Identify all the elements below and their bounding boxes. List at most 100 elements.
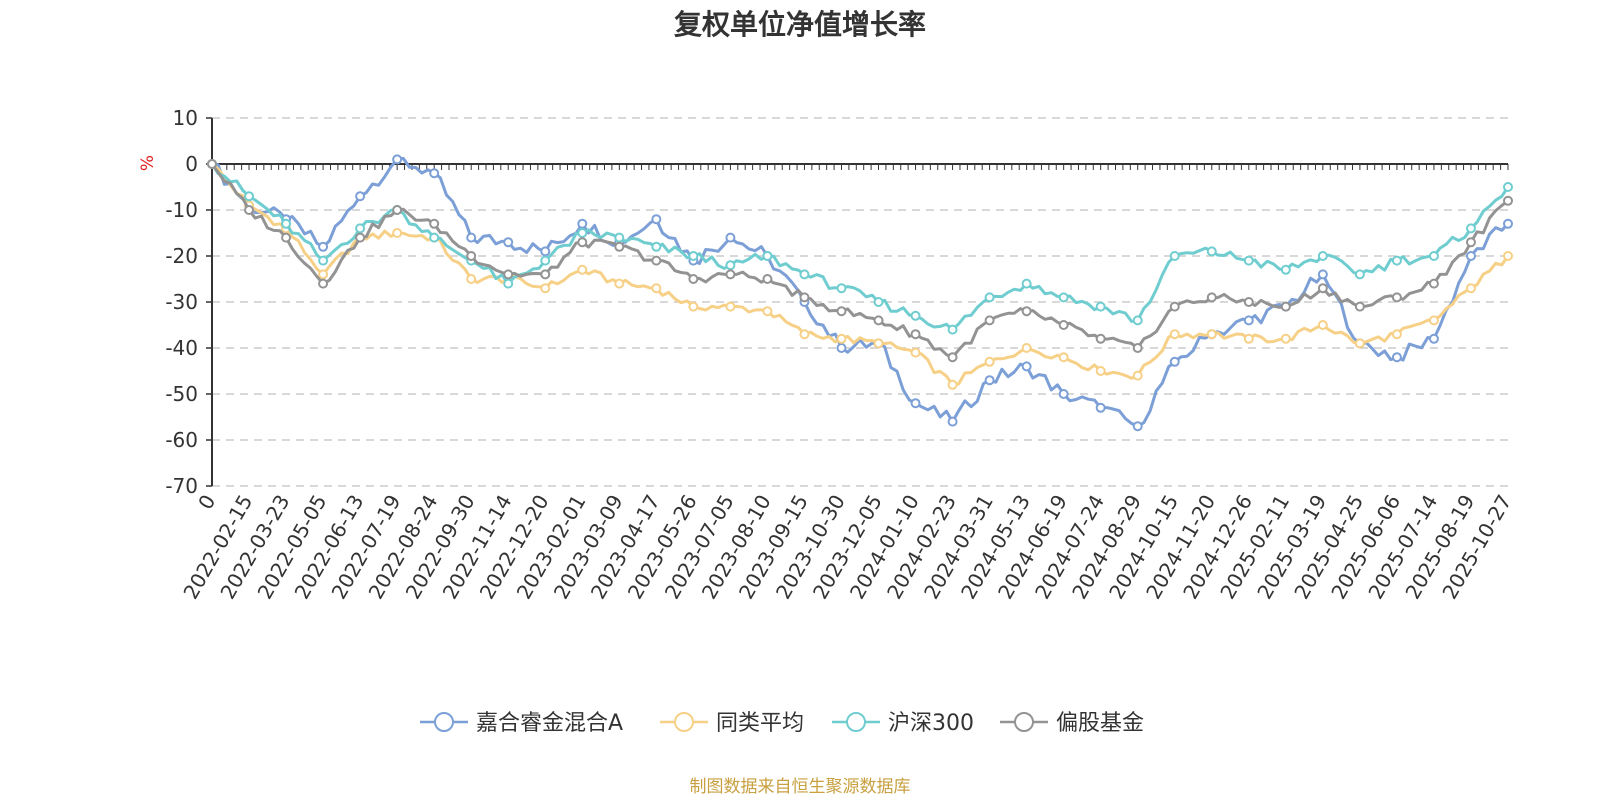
legend-marker — [674, 712, 694, 732]
data-point — [725, 232, 736, 243]
data-point — [1058, 352, 1069, 363]
data-point — [984, 356, 995, 367]
data-point — [947, 324, 958, 335]
data-point — [577, 228, 588, 238]
data-point — [244, 191, 255, 202]
data-point — [614, 278, 625, 289]
data-point — [281, 232, 292, 243]
data-point — [1503, 195, 1513, 206]
legend-item[interactable]: 嘉合睿金混合A — [420, 711, 623, 736]
data-source-footer: 制图数据来自恒生聚源数据库 — [690, 777, 911, 797]
data-point — [318, 269, 329, 280]
data-point — [688, 274, 699, 284]
data-point — [651, 214, 662, 225]
legend-item[interactable]: 沪深300 — [832, 711, 974, 736]
y-tick-label: -60 — [165, 428, 198, 452]
data-point — [355, 232, 366, 243]
data-point — [762, 251, 773, 261]
series-layer — [207, 154, 1513, 432]
data-point — [1317, 283, 1328, 294]
data-point — [1428, 315, 1439, 326]
data-point — [1021, 343, 1032, 353]
data-point — [947, 379, 958, 390]
data-point — [1280, 301, 1291, 312]
data-point — [577, 264, 588, 275]
data-point — [1206, 292, 1217, 303]
data-point — [725, 301, 736, 312]
data-point — [1095, 333, 1106, 344]
data-point — [1169, 301, 1180, 312]
data-point — [577, 237, 588, 248]
data-point — [1206, 246, 1217, 257]
series-1 — [207, 159, 1513, 390]
data-point — [873, 297, 884, 307]
data-point — [1243, 315, 1254, 326]
data-point — [318, 278, 329, 289]
data-point — [540, 269, 551, 280]
data-point — [1354, 269, 1365, 280]
data-point — [207, 159, 217, 169]
data-point — [873, 315, 884, 326]
data-point — [688, 301, 699, 312]
y-tick-label: -50 — [165, 382, 198, 406]
series-3 — [207, 159, 1513, 363]
data-point — [614, 232, 625, 243]
data-point — [836, 333, 847, 344]
data-point — [1503, 251, 1513, 261]
y-tick-label: -10 — [165, 198, 198, 222]
data-point — [1391, 352, 1402, 363]
data-point — [1391, 255, 1402, 266]
series-line — [211, 156, 1510, 428]
data-point — [1428, 251, 1439, 261]
data-point — [318, 241, 329, 252]
data-point — [1243, 255, 1254, 266]
data-point — [1503, 218, 1513, 229]
data-point — [1021, 361, 1032, 372]
data-point — [725, 269, 736, 280]
data-point — [1058, 389, 1069, 399]
data-point — [503, 278, 514, 289]
data-point — [1132, 421, 1143, 432]
data-point — [947, 416, 958, 427]
data-point — [429, 218, 440, 229]
legend-label: 沪深300 — [888, 711, 974, 736]
data-point — [762, 274, 773, 284]
data-point — [1317, 269, 1328, 280]
y-tick-label: -40 — [165, 336, 198, 360]
grid-lines — [212, 117, 1508, 487]
legend-item[interactable]: 偏股基金 — [1000, 711, 1144, 736]
y-tick-label: -20 — [165, 244, 198, 268]
legend-marker — [846, 712, 866, 732]
data-point — [392, 154, 403, 165]
legend-item[interactable]: 同类平均 — [660, 711, 804, 736]
data-point — [429, 168, 440, 179]
data-point — [1428, 333, 1439, 344]
data-point — [392, 228, 403, 238]
data-point — [318, 255, 329, 266]
data-point — [1354, 338, 1365, 349]
data-point — [355, 191, 366, 202]
data-point — [281, 218, 292, 229]
y-axis-unit: % — [138, 155, 158, 171]
legend-marker — [434, 712, 454, 732]
data-point — [984, 315, 995, 326]
data-point — [1021, 306, 1032, 317]
y-tick-label: -70 — [165, 474, 198, 498]
legend-label: 偏股基金 — [1056, 711, 1144, 736]
data-point — [799, 269, 810, 280]
x-tick-label: 0 — [193, 491, 220, 514]
legend[interactable]: 嘉合睿金混合A 同类平均 沪深300 偏股基金 — [420, 711, 1144, 736]
data-point — [910, 310, 921, 321]
series-line — [211, 162, 1510, 387]
data-point — [540, 255, 551, 266]
data-point — [799, 329, 810, 340]
data-point — [910, 398, 921, 409]
data-point — [466, 274, 477, 284]
data-point — [1095, 366, 1106, 376]
legend-label: 同类平均 — [716, 711, 804, 736]
data-point — [466, 251, 477, 261]
data-point — [392, 205, 403, 215]
data-point — [688, 251, 699, 261]
data-point — [503, 237, 514, 248]
